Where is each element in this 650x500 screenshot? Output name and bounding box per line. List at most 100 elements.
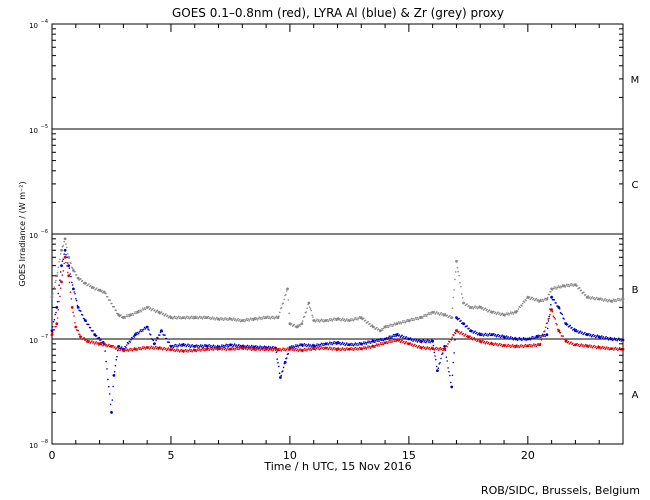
interp-point xyxy=(380,342,382,344)
interp-point xyxy=(175,316,177,318)
interp-point xyxy=(595,345,597,348)
interp-point xyxy=(589,344,591,346)
interp-point xyxy=(321,320,324,322)
interp-point xyxy=(53,329,56,331)
interp-point xyxy=(504,336,507,338)
interp-point xyxy=(432,312,435,314)
interp-point xyxy=(468,327,470,330)
interp-point xyxy=(211,316,214,318)
interp-point xyxy=(585,332,588,335)
interp-point xyxy=(67,253,69,255)
interp-point xyxy=(169,344,171,347)
interp-point xyxy=(597,345,600,347)
flare-class-label: A xyxy=(632,390,639,401)
interp-point xyxy=(178,351,181,353)
interp-point xyxy=(83,337,85,339)
interp-point xyxy=(499,336,502,339)
interp-point xyxy=(137,309,140,312)
interp-point xyxy=(461,297,464,299)
interp-point xyxy=(337,347,340,349)
interp-point xyxy=(157,311,159,314)
interp-point xyxy=(218,346,221,349)
data-point xyxy=(110,411,113,414)
interp-point xyxy=(460,331,463,333)
interp-point xyxy=(613,348,616,350)
interp-point xyxy=(322,346,324,349)
interp-point xyxy=(511,311,514,314)
interp-point xyxy=(95,334,98,337)
interp-point xyxy=(343,342,346,345)
interp-point xyxy=(276,350,279,352)
interp-point xyxy=(350,347,352,349)
interp-point xyxy=(382,339,385,342)
interp-point xyxy=(56,300,59,303)
interp-point xyxy=(59,271,62,273)
interp-point xyxy=(156,346,159,349)
interp-point xyxy=(140,310,142,313)
interp-point xyxy=(591,347,594,349)
interp-point xyxy=(511,336,514,339)
interp-point xyxy=(618,347,621,349)
interp-point xyxy=(617,349,619,352)
interp-point xyxy=(504,313,507,316)
interp-point xyxy=(425,347,428,349)
interp-point xyxy=(219,318,221,320)
interp-point xyxy=(555,286,557,289)
interp-point xyxy=(127,315,129,318)
interp-point xyxy=(606,300,609,303)
interp-point xyxy=(367,345,369,347)
interp-point xyxy=(427,312,430,314)
interp-point xyxy=(475,307,477,309)
interp-point xyxy=(133,312,135,315)
interp-point xyxy=(600,336,602,338)
interp-point xyxy=(453,352,455,354)
interp-point xyxy=(507,312,510,315)
interp-point xyxy=(436,348,438,351)
interp-point xyxy=(480,342,482,344)
interp-point xyxy=(437,347,439,350)
interp-point xyxy=(460,319,462,322)
interp-point xyxy=(508,338,510,340)
interp-point xyxy=(507,343,510,346)
interp-point xyxy=(513,337,515,340)
interp-point xyxy=(596,298,599,301)
interp-point xyxy=(504,345,506,347)
interp-point xyxy=(465,333,467,336)
interp-point xyxy=(592,298,595,300)
interp-point xyxy=(611,348,613,351)
interp-point xyxy=(537,342,539,345)
interp-point xyxy=(140,330,142,333)
data-point xyxy=(60,248,63,252)
interp-point xyxy=(349,344,352,346)
interp-point xyxy=(509,312,511,315)
interp-point xyxy=(365,343,368,345)
interp-point xyxy=(258,316,261,318)
interp-point xyxy=(458,317,460,320)
interp-point xyxy=(337,317,340,319)
interp-point xyxy=(524,337,527,340)
interp-point xyxy=(392,323,395,326)
interp-point xyxy=(537,334,539,337)
interp-point xyxy=(349,348,352,350)
interp-point xyxy=(521,338,524,340)
interp-point xyxy=(235,344,238,346)
interp-point xyxy=(228,347,231,350)
interp-point xyxy=(357,344,359,347)
interp-point xyxy=(320,342,323,345)
interp-point xyxy=(345,343,347,346)
interp-point xyxy=(149,334,152,336)
interp-point xyxy=(335,343,338,345)
interp-point xyxy=(322,342,324,345)
interp-point xyxy=(386,336,388,339)
interp-point xyxy=(618,299,620,302)
interp-point xyxy=(466,334,469,337)
interp-point xyxy=(612,298,615,301)
interp-point xyxy=(85,282,87,284)
interp-point xyxy=(378,345,380,347)
interp-point xyxy=(329,346,331,349)
interp-point xyxy=(201,344,204,347)
interp-point xyxy=(95,341,97,343)
interp-point xyxy=(382,343,385,346)
interp-point xyxy=(368,342,370,344)
